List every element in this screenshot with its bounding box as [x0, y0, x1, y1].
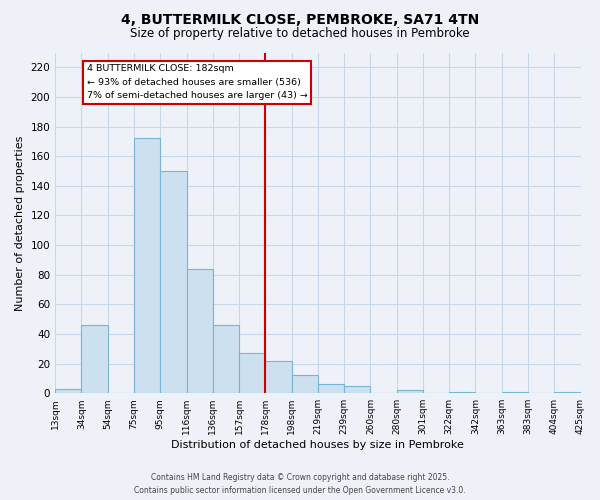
Text: 4, BUTTERMILK CLOSE, PEMBROKE, SA71 4TN: 4, BUTTERMILK CLOSE, PEMBROKE, SA71 4TN — [121, 12, 479, 26]
Bar — [318, 384, 344, 393]
Bar — [160, 171, 187, 393]
Bar — [55, 389, 82, 393]
Bar — [502, 392, 528, 393]
Bar — [82, 325, 108, 393]
Bar — [554, 392, 581, 393]
Y-axis label: Number of detached properties: Number of detached properties — [15, 135, 25, 310]
Bar — [344, 386, 370, 393]
Bar — [292, 376, 318, 393]
Bar — [134, 138, 160, 393]
Bar — [265, 360, 292, 393]
Bar — [397, 390, 423, 393]
Bar — [213, 325, 239, 393]
Text: Contains HM Land Registry data © Crown copyright and database right 2025.
Contai: Contains HM Land Registry data © Crown c… — [134, 474, 466, 495]
Text: 4 BUTTERMILK CLOSE: 182sqm
← 93% of detached houses are smaller (536)
7% of semi: 4 BUTTERMILK CLOSE: 182sqm ← 93% of deta… — [86, 64, 308, 100]
Bar — [187, 269, 213, 393]
Bar — [449, 392, 475, 393]
X-axis label: Distribution of detached houses by size in Pembroke: Distribution of detached houses by size … — [172, 440, 464, 450]
Bar — [239, 353, 265, 393]
Text: Size of property relative to detached houses in Pembroke: Size of property relative to detached ho… — [130, 28, 470, 40]
